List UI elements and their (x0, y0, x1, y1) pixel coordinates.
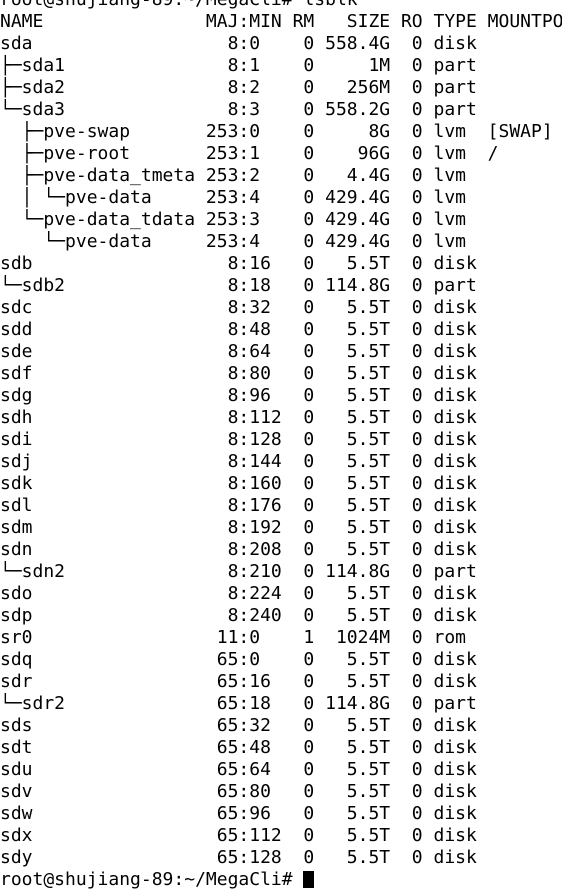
output-row: └─sdr2 65:18 0 114.8G 0 part (0, 693, 477, 714)
output-row: ├─pve-root 253:1 0 96G 0 lvm / (0, 143, 499, 164)
output-row: sdk 8:160 0 5.5T 0 disk (0, 473, 477, 494)
output-row: sdw 65:96 0 5.5T 0 disk (0, 803, 477, 824)
output-row: sdg 8:96 0 5.5T 0 disk (0, 385, 477, 406)
output-row: sdt 65:48 0 5.5T 0 disk (0, 737, 477, 758)
output-row: └─sdb2 8:18 0 114.8G 0 part (0, 275, 477, 296)
command-text: lsblk (303, 0, 357, 10)
output-row: sdb 8:16 0 5.5T 0 disk (0, 253, 477, 274)
command-line: root@shujiang-89:~/MegaCli# lsblk (0, 0, 562, 11)
output-row: sde 8:64 0 5.5T 0 disk (0, 341, 477, 362)
output-row: sds 65:32 0 5.5T 0 disk (0, 715, 477, 736)
output-row: sda 8:0 0 558.4G 0 disk (0, 33, 477, 54)
output-row: sdd 8:48 0 5.5T 0 disk (0, 319, 477, 340)
output-row: sdh 8:112 0 5.5T 0 disk (0, 407, 477, 428)
output-row: sdf 8:80 0 5.5T 0 disk (0, 363, 477, 384)
input-line[interactable]: root@shujiang-89:~/MegaCli# (0, 869, 562, 891)
output-row: sdq 65:0 0 5.5T 0 disk (0, 649, 477, 670)
output-header: NAME MAJ:MIN RM SIZE RO TYPE MOUNTPO (0, 11, 562, 32)
prompt-text: root@shujiang-89:~/MegaCli# (0, 0, 303, 10)
output-row: sdj 8:144 0 5.5T 0 disk (0, 451, 477, 472)
output-row: └─pve-data 253:4 0 429.4G 0 lvm (0, 231, 466, 252)
output-row: sdo 8:224 0 5.5T 0 disk (0, 583, 477, 604)
output-row: │ └─pve-data 253:4 0 429.4G 0 lvm (0, 187, 466, 208)
output-row: sdp 8:240 0 5.5T 0 disk (0, 605, 477, 626)
output-row: └─sda3 8:3 0 558.2G 0 part (0, 99, 477, 120)
output-row: sdu 65:64 0 5.5T 0 disk (0, 759, 477, 780)
output-row: └─sdn2 8:210 0 114.8G 0 part (0, 561, 477, 582)
output-rows: sda 8:0 0 558.4G 0 disk ├─sda1 8:1 0 1M 0… (0, 33, 562, 869)
output-row: sdi 8:128 0 5.5T 0 disk (0, 429, 477, 450)
prompt-text: root@shujiang-89:~/MegaCli# (0, 869, 304, 890)
output-row: sdv 65:80 0 5.5T 0 disk (0, 781, 477, 802)
output-row: sr0 11:0 1 1024M 0 rom (0, 627, 466, 648)
output-row: ├─sda1 8:1 0 1M 0 part (0, 55, 477, 76)
output-row: sdr 65:16 0 5.5T 0 disk (0, 671, 477, 692)
output-row: ├─pve-swap 253:0 0 8G 0 lvm [SWAP] (0, 121, 553, 142)
output-row: ├─pve-data_tmeta 253:2 0 4.4G 0 lvm (0, 165, 466, 186)
text-cursor (303, 871, 315, 888)
output-row: └─pve-data_tdata 253:3 0 429.4G 0 lvm (0, 209, 466, 230)
output-row: sdx 65:112 0 5.5T 0 disk (0, 825, 477, 846)
output-row: sdl 8:176 0 5.5T 0 disk (0, 495, 477, 516)
output-row: ├─sda2 8:2 0 256M 0 part (0, 77, 477, 98)
output-row: sdn 8:208 0 5.5T 0 disk (0, 539, 477, 560)
output-row: sdm 8:192 0 5.5T 0 disk (0, 517, 477, 538)
output-row: sdc 8:32 0 5.5T 0 disk (0, 297, 477, 318)
output-row: sdy 65:128 0 5.5T 0 disk (0, 847, 477, 868)
